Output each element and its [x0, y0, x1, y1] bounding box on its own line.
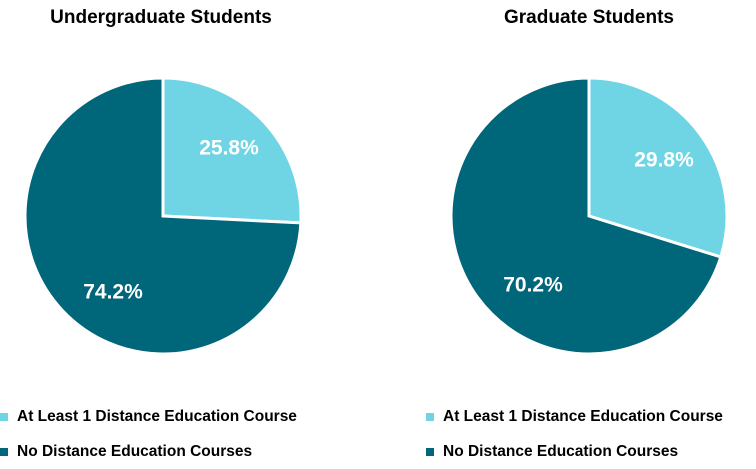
legend-swatch-none: [0, 448, 8, 456]
legend-label: At Least 1 Distance Education Course: [17, 408, 297, 425]
legend-item-none: No Distance Education Courses: [0, 442, 252, 462]
undergraduate-pie-panel: Undergraduate Students 25.8% 74.2% At Lea…: [0, 0, 360, 469]
legend-label: No Distance Education Courses: [443, 443, 679, 460]
undergraduate-pie-chart: 25.8% 74.2%: [23, 76, 303, 356]
data-label-none: 70.2%: [503, 274, 563, 297]
pie-slice-none: [449, 76, 723, 356]
legend-swatch-none: [426, 448, 434, 456]
legend-item-distance: At Least 1 Distance Education Course: [0, 407, 297, 427]
pie-slice-distance: [161, 76, 303, 225]
legend-item-none: No Distance Education Courses: [426, 442, 678, 462]
legend-label: No Distance Education Courses: [17, 443, 253, 460]
legend-item-distance: At Least 1 Distance Education Course: [426, 407, 723, 427]
chart-title: Undergraduate Students: [50, 7, 272, 28]
legend-swatch-distance: [0, 413, 8, 421]
pie-slice-none: [23, 76, 303, 356]
chart-title: Graduate Students: [504, 7, 674, 28]
legend-swatch-distance: [426, 413, 434, 421]
data-label-none: 74.2%: [83, 281, 143, 304]
graduate-pie-chart: 29.8% 70.2%: [449, 76, 729, 356]
legend-label: At Least 1 Distance Education Course: [443, 408, 723, 425]
data-label-distance: 29.8%: [634, 149, 694, 172]
data-label-distance: 25.8%: [199, 137, 259, 160]
pie-slice-distance: [587, 76, 729, 259]
graduate-pie-panel: Graduate Students 29.8% 70.2% At Least 1 …: [426, 0, 756, 469]
